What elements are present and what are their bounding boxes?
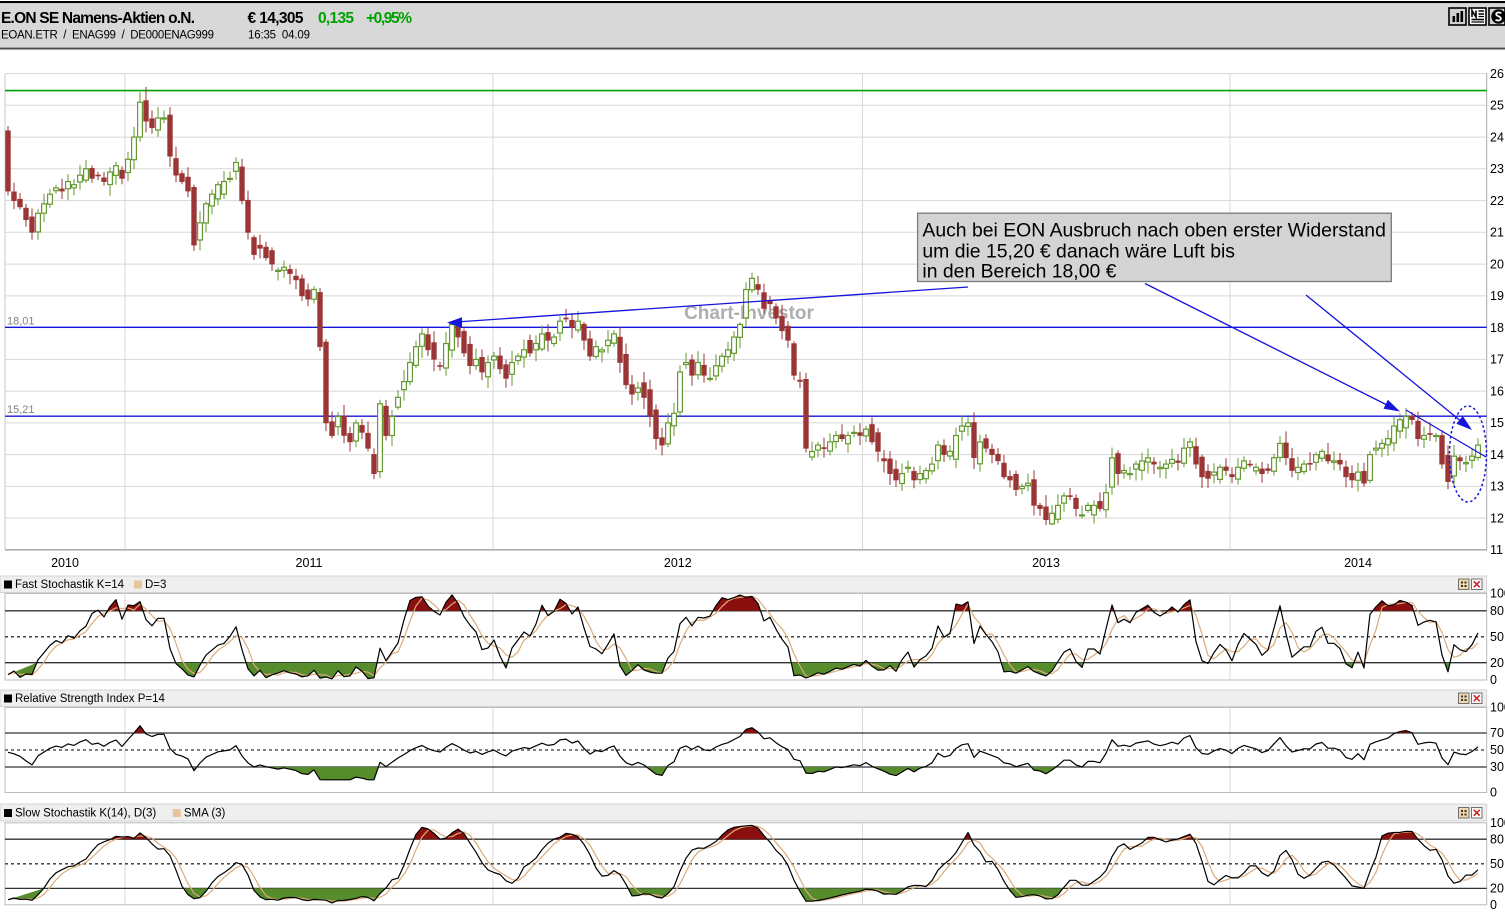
svg-text:25: 25 <box>1490 99 1504 113</box>
svg-text:0,135: 0,135 <box>318 10 354 27</box>
svg-text:15: 15 <box>1490 416 1504 430</box>
svg-text:21: 21 <box>1490 226 1504 240</box>
svg-text:16: 16 <box>1490 384 1504 398</box>
svg-text:Chart-Investor: Chart-Investor <box>684 303 814 324</box>
svg-text:2013: 2013 <box>1032 556 1060 570</box>
svg-text:50: 50 <box>1490 630 1504 644</box>
svg-text:70: 70 <box>1490 726 1504 740</box>
svg-text:2010: 2010 <box>51 556 79 570</box>
svg-text:80: 80 <box>1490 604 1504 618</box>
svg-text:100: 100 <box>1490 701 1505 715</box>
svg-text:23: 23 <box>1490 162 1504 176</box>
svg-text:2014: 2014 <box>1344 556 1372 570</box>
svg-text:D=3: D=3 <box>145 579 166 591</box>
svg-text:0: 0 <box>1490 898 1497 912</box>
svg-text:2011: 2011 <box>296 556 323 570</box>
svg-text:30: 30 <box>1490 760 1504 774</box>
svg-text:13: 13 <box>1490 480 1504 494</box>
svg-text:20: 20 <box>1490 656 1504 670</box>
svg-text:€ 14,305: € 14,305 <box>248 10 304 27</box>
svg-text:12: 12 <box>1490 511 1504 525</box>
svg-text:in den Bereich 18,00 €: in den Bereich 18,00 € <box>922 261 1116 283</box>
svg-text:E.ON SE Namens-Aktien o.N.: E.ON SE Namens-Aktien o.N. <box>1 10 195 27</box>
svg-text:24: 24 <box>1490 130 1504 144</box>
svg-text:18: 18 <box>1490 321 1504 335</box>
svg-text:11: 11 <box>1490 543 1503 557</box>
svg-text:17: 17 <box>1490 353 1504 367</box>
svg-text:80: 80 <box>1490 832 1504 846</box>
svg-text:18,01: 18,01 <box>7 315 35 327</box>
svg-text:16:35 04.09: 16:35 04.09 <box>248 30 310 42</box>
svg-text:26: 26 <box>1490 67 1504 81</box>
svg-text:20: 20 <box>1490 882 1504 896</box>
svg-text:+0,95%: +0,95% <box>366 10 412 27</box>
svg-text:20: 20 <box>1490 257 1504 271</box>
svg-text:22: 22 <box>1490 194 1504 208</box>
svg-text:100: 100 <box>1490 587 1505 601</box>
svg-text:Fast Stochastik K=14: Fast Stochastik K=14 <box>15 579 125 591</box>
svg-text:14: 14 <box>1490 448 1504 462</box>
svg-text:50: 50 <box>1490 743 1504 757</box>
svg-text:um die 15,20 € danach wäre Luf: um die 15,20 € danach wäre Luft bis <box>922 240 1235 262</box>
svg-text:0: 0 <box>1490 786 1497 800</box>
svg-text:50: 50 <box>1490 857 1504 871</box>
svg-text:100: 100 <box>1490 816 1505 830</box>
svg-text:2012: 2012 <box>664 556 692 570</box>
svg-text:15,21: 15,21 <box>7 404 35 416</box>
svg-text:Relative Strength Index P=14: Relative Strength Index P=14 <box>15 693 166 705</box>
svg-text:SMA (3): SMA (3) <box>184 808 226 820</box>
svg-text:EOAN.ETR / ENAG99 / DE000E: EOAN.ETR / ENAG99 / DE000ENAG999 <box>1 30 214 42</box>
svg-text:19: 19 <box>1490 289 1504 303</box>
svg-text:Slow Stochastik K(14), D(3): Slow Stochastik K(14), D(3) <box>15 808 156 820</box>
svg-text:0: 0 <box>1490 673 1497 687</box>
svg-text:Auch bei EON Ausbruch nach obe: Auch bei EON Ausbruch nach oben erster W… <box>922 220 1385 242</box>
